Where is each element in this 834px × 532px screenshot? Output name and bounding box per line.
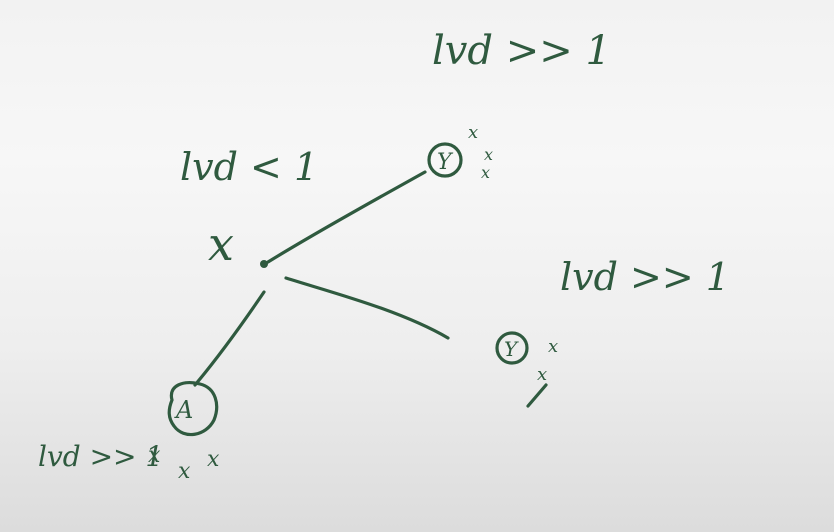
node-top-right-mark-3: x [481, 163, 490, 182]
node-bottom-left-mark-2: x [178, 459, 191, 484]
center-node: x [208, 217, 268, 271]
node-top-right-circle [427, 142, 463, 178]
node-right: Y x x [495, 331, 558, 408]
annotation-lvd-right: lvd >> 1 [560, 255, 730, 299]
node-right-mark-1: x [548, 336, 558, 357]
node-top-right-mark-1: x [468, 122, 478, 143]
edge-center-to-right [284, 276, 450, 340]
node-bottom-left-mark-3: x [207, 447, 220, 472]
edge-center-to-bottom-left [193, 290, 266, 387]
annotation-lvd-top: lvd >> 1 [432, 28, 611, 74]
annotation-lvd-left: lvd < 1 [180, 145, 318, 189]
node-bottom-left-circle [167, 381, 219, 437]
center-node-dot [260, 260, 268, 268]
node-bottom-left-mark-1: x [148, 443, 161, 468]
node-top-right-label: Y [437, 150, 454, 175]
node-right-label: Y [504, 337, 519, 361]
node-right-tail [526, 383, 548, 408]
node-top-right-mark-2: x [484, 145, 493, 164]
node-bottom-left-label: A [174, 396, 193, 424]
center-node-label: x [208, 217, 234, 271]
node-top-right: Y x x x [427, 122, 493, 182]
annotation-lvd-bottom: lvd >> 1 [38, 440, 163, 473]
node-right-circle [495, 331, 529, 365]
node-right-mark-2: x [537, 364, 547, 385]
node-bottom-left: A x x x [148, 381, 220, 484]
edge-center-to-top-right [266, 170, 427, 264]
